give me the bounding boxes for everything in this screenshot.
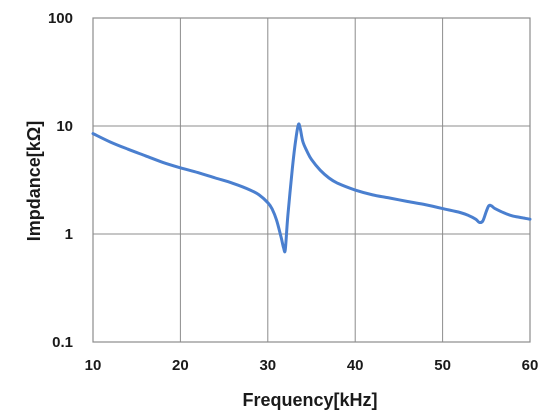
- x-tick-label: 30: [259, 357, 276, 374]
- y-tick-label: 1: [65, 226, 73, 243]
- grid: [92, 17, 531, 343]
- x-tick-labels: 10 20 30 40 50 60: [85, 357, 539, 374]
- x-tick-label: 40: [347, 357, 364, 374]
- x-tick-label: 60: [522, 357, 539, 374]
- x-tick-label: 20: [172, 357, 189, 374]
- y-axis-title: Impdance[kΩ]: [24, 121, 44, 241]
- x-tick-label: 50: [434, 357, 451, 374]
- x-axis-title: Frequency[kHz]: [242, 390, 377, 410]
- x-tick-label: 10: [85, 357, 102, 374]
- y-tick-label: 100: [48, 10, 73, 27]
- series-layer: [91, 122, 532, 254]
- plot-frame: [92, 17, 531, 343]
- y-tick-label: 10: [56, 118, 73, 135]
- impedance-series-line: [91, 122, 532, 254]
- y-tick-labels: 0.1 1 10 100: [48, 10, 73, 351]
- y-tick-label: 0.1: [52, 334, 73, 351]
